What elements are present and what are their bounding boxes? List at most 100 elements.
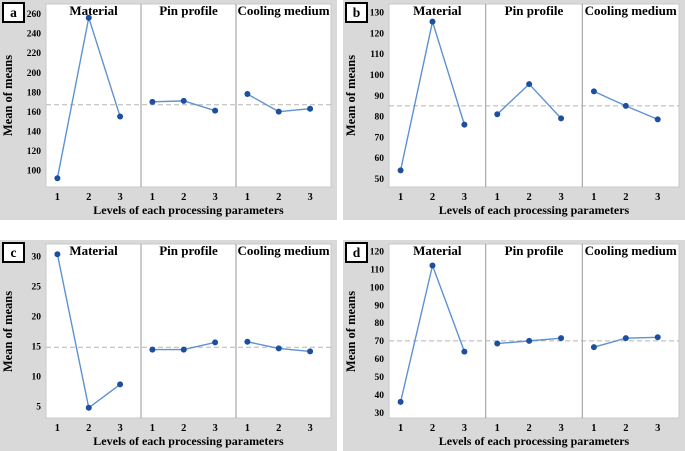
- x-tick-label: 3: [558, 192, 563, 203]
- y-tick-label: 120: [370, 29, 385, 39]
- x-tick-label: 2: [276, 192, 281, 203]
- data-point: [590, 88, 597, 95]
- section-title-pin-profile: Pin profile: [504, 243, 564, 258]
- data-point: [654, 334, 661, 341]
- data-point: [307, 348, 314, 355]
- chart-panel-c: 5 10 15 20 25 30 1 2 3 1 2 3 1 2 3 Material Pin profile C…: [0, 240, 337, 451]
- section-title-pin-profile: Pin profile: [504, 3, 564, 18]
- y-axis-title: Mean of means: [344, 244, 359, 418]
- y-tick-label: 100: [370, 283, 385, 293]
- x-tick-label: 1: [55, 192, 60, 203]
- y-tick-label: 100: [27, 167, 42, 177]
- data-point: [54, 251, 61, 258]
- data-point: [494, 340, 501, 347]
- x-tick-label: 2: [276, 423, 281, 434]
- y-axis-title: Mean of means: [1, 244, 16, 418]
- y-tick-label: 120: [27, 147, 42, 157]
- data-point: [117, 381, 124, 388]
- panel-label-c: c: [2, 242, 25, 263]
- x-axis-title: Levels of each processing parameters: [93, 434, 284, 448]
- x-axis-title: Levels of each processing parameters: [93, 203, 284, 217]
- y-tick-label: 140: [27, 128, 42, 138]
- data-point: [275, 108, 282, 115]
- x-tick-label: 2: [623, 423, 628, 434]
- y-tick-label: 30: [32, 252, 42, 262]
- y-tick-label: 30: [375, 409, 385, 419]
- y-tick-label: 70: [375, 337, 385, 347]
- plot-area: [388, 3, 680, 188]
- y-tick-label: 80: [375, 319, 385, 329]
- y-tick-label: 120: [370, 247, 385, 257]
- data-point: [526, 81, 533, 88]
- x-tick-label: 2: [430, 192, 435, 203]
- section-title-material: Material: [69, 243, 118, 258]
- y-tick-label: 90: [375, 301, 385, 311]
- x-tick-label: 2: [623, 192, 628, 203]
- plot-svg-d: 30 40 50 60 70 80 90 100 110 120 1 2 3 1 2 3 1 2 3: [370, 243, 680, 434]
- y-tick-label: 160: [27, 108, 42, 118]
- y-tick-label: 5: [36, 402, 41, 412]
- y-axis-title-text: Mean of means: [344, 290, 358, 372]
- x-tick-label: 1: [55, 423, 60, 434]
- data-point: [244, 338, 251, 345]
- data-point: [622, 102, 629, 109]
- x-tick-label: 1: [591, 423, 596, 434]
- y-tick-label: 50: [375, 175, 385, 185]
- x-axis-title: Levels of each processing parameters: [438, 203, 630, 217]
- section-title-cooling-medium: Cooling medium: [237, 243, 330, 258]
- x-tick-label: 2: [527, 192, 532, 203]
- y-tick-label: 100: [370, 71, 385, 81]
- data-point: [180, 346, 187, 353]
- section-title-material: Material: [69, 3, 118, 18]
- data-point: [654, 116, 661, 123]
- y-tick-label: 220: [27, 49, 42, 59]
- x-tick-label: 3: [212, 423, 217, 434]
- data-point: [461, 121, 468, 128]
- x-tick-label: 2: [181, 192, 186, 203]
- data-point: [307, 105, 314, 112]
- data-point: [461, 348, 468, 355]
- data-point: [275, 345, 282, 352]
- section-title-material: Material: [413, 243, 462, 258]
- x-tick-label: 1: [150, 423, 155, 434]
- data-point: [54, 175, 61, 182]
- y-tick-label: 110: [370, 265, 384, 275]
- x-tick-label: 3: [117, 423, 122, 434]
- x-tick-label: 1: [245, 423, 250, 434]
- y-tick-label: 25: [32, 282, 42, 292]
- x-tick-label: 3: [462, 423, 467, 434]
- data-point: [149, 98, 156, 105]
- x-tick-label: 1: [495, 192, 500, 203]
- plot-area: [45, 243, 332, 419]
- x-tick-label: 3: [307, 192, 312, 203]
- x-tick-label: 3: [307, 423, 312, 434]
- y-axis-title-text: Mean of means: [1, 290, 15, 372]
- section-title-cooling-medium: Cooling medium: [584, 3, 677, 18]
- data-point: [494, 111, 501, 118]
- plot-area: [45, 3, 332, 188]
- chart-panel-a: 100 120 140 160 180 200 220 240 260 1 2 3 1 2 3 1 2 3 Mate…: [0, 0, 337, 220]
- section-title-pin-profile: Pin profile: [159, 243, 218, 258]
- data-point: [117, 113, 124, 120]
- y-axis-title: Mean of means: [344, 4, 359, 187]
- x-tick-label: 2: [86, 423, 91, 434]
- section-title-cooling-medium: Cooling medium: [584, 243, 677, 258]
- data-point: [85, 404, 92, 411]
- x-tick-label: 3: [655, 423, 660, 434]
- y-tick-label: 50: [375, 373, 385, 383]
- y-tick-label: 20: [32, 312, 42, 322]
- x-tick-label: 2: [430, 423, 435, 434]
- plot-area: [388, 243, 680, 419]
- x-tick-label: 1: [398, 192, 403, 203]
- data-point: [212, 107, 219, 114]
- data-point: [85, 14, 92, 21]
- data-point: [590, 344, 597, 351]
- section-title-cooling-medium: Cooling medium: [237, 3, 330, 18]
- x-tick-label: 3: [655, 192, 660, 203]
- plot-svg-c: 5 10 15 20 25 30 1 2 3 1 2 3 1 2 3: [32, 243, 332, 434]
- x-tick-label: 3: [212, 192, 217, 203]
- y-tick-label: 40: [375, 391, 385, 401]
- panel-label-d: d: [345, 242, 368, 263]
- y-tick-label: 80: [375, 113, 385, 123]
